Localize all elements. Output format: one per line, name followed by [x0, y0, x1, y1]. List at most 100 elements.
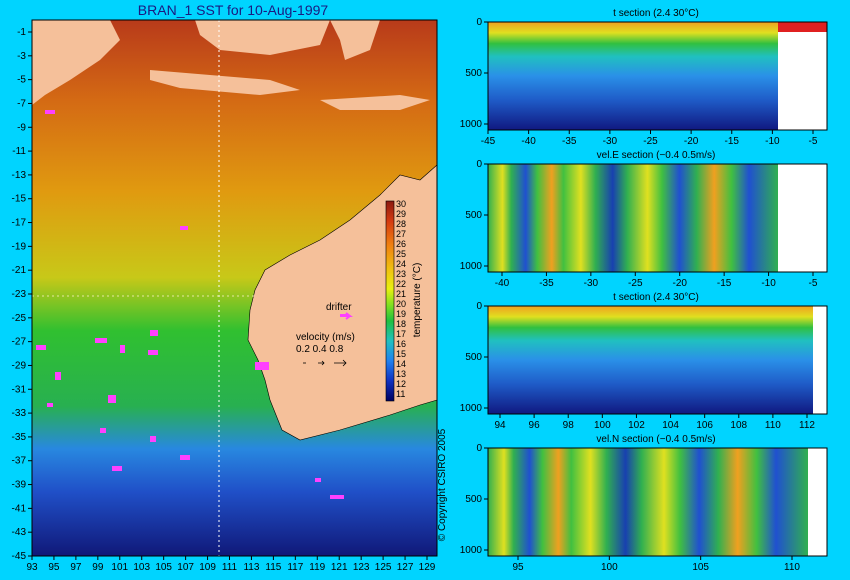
panel3-x-tick-label: 110 [765, 420, 781, 431]
colorbar-tick-label: 30 [396, 199, 406, 209]
panel3-x-tick-label: 100 [594, 420, 611, 431]
colorbar-tick-label: 18 [396, 319, 406, 329]
map-x-tick-label: 107 [177, 562, 194, 573]
colorbar-tick-label: 23 [396, 269, 406, 279]
map-y-tick-label: -15 [12, 194, 27, 205]
colorbar-tick-label: 14 [396, 359, 406, 369]
map-y-tick-label: -45 [12, 551, 27, 562]
colorbar-tick-label: 25 [396, 249, 406, 259]
panel4-x-tick-label: 100 [601, 562, 618, 573]
map-y-tick-label: -5 [17, 75, 26, 86]
colorbar-tick-label: 20 [396, 299, 406, 309]
panel1-x-tick-label: -30 [603, 136, 618, 147]
panel2-x-tick-label: -10 [761, 278, 776, 289]
panel3-x-tick-label: 112 [799, 420, 815, 431]
map-y-tick-label: -21 [12, 265, 27, 276]
colorbar-tick-label: 19 [396, 309, 406, 319]
colorbar-tick-label: 12 [396, 379, 406, 389]
panel2-x-ticks: -40 -35 -30 -25 -20 -15 -10 -5 [495, 272, 818, 289]
panel-vel-e-section: vel.E section (−0.4 0.5m/s) -40 -35 -30 -25… [460, 150, 828, 289]
panel1-x-tick-label: -25 [643, 136, 658, 147]
map-y-tick-label: -7 [17, 98, 26, 109]
panel3-x-ticks: 94 96 98 100 102 104 106 108 110 112 [494, 414, 815, 431]
panel2-x-tick-label: -5 [809, 278, 818, 289]
panel1-title: t section (2.4 30°C) [613, 8, 699, 19]
panel-t-section-lat: t section (2.4 30°C) -45 -40 -35 -30 -25 -20-… [460, 8, 828, 147]
panel4-x-tick-label: 105 [692, 562, 709, 573]
panel3-y-ticks: 0 500 1000 [460, 301, 488, 414]
panel3-y-tick-label: 500 [465, 352, 482, 363]
panel4-x-tick-label: 95 [512, 562, 524, 573]
panel2-x-tick-label: -35 [539, 278, 554, 289]
map-y-tick-label: -39 [12, 480, 27, 491]
panel1-x-tick-label: -5 [809, 136, 818, 147]
colorbar-tick-label: 13 [396, 369, 406, 379]
drifter-legend-arrow [340, 312, 353, 320]
land-borneo [195, 20, 330, 55]
panel3-x-tick-label: 108 [730, 420, 747, 431]
panel1-y-tick-label: 0 [476, 17, 482, 28]
panel2-x-tick-label: -25 [628, 278, 643, 289]
panel2-y-tick-label: 0 [476, 159, 482, 170]
sst-map-y-ticks: -1 -3 -5 -7 -9 -11 -13 -15 -17 -19 -21 -23 -25 -27 -29… [12, 27, 32, 562]
map-x-tick-label: 129 [419, 562, 436, 573]
panel2-x-tick-label: -30 [584, 278, 599, 289]
map-y-tick-label: -27 [12, 337, 27, 348]
map-y-tick-label: -17 [12, 218, 27, 229]
colorbar [385, 200, 395, 402]
map-y-tick-label: -11 [12, 146, 26, 157]
map-x-tick-label: 101 [111, 562, 128, 573]
velocity-label: velocity (m/s) [296, 332, 355, 343]
panel1-x-tick-label: -45 [481, 136, 496, 147]
map-x-tick-label: 103 [133, 562, 150, 573]
map-x-tick-label: 105 [155, 562, 172, 573]
panel3-y-tick-label: 1000 [460, 403, 483, 414]
sst-map: 93 95 97 99 101 103 105 107 109 111 113 115 117 119 12… [12, 2, 448, 573]
map-x-tick-label: 95 [48, 562, 60, 573]
map-x-tick-label: 113 [243, 562, 259, 573]
panel2-x-tick-label: -15 [717, 278, 732, 289]
colorbar-tick-label: 24 [396, 259, 406, 269]
map-y-tick-label: -13 [12, 170, 27, 181]
velocity-scale: 0.2 0.4 0.8 [296, 344, 344, 355]
map-y-tick-label: -29 [12, 360, 27, 371]
colorbar-tick-label: 11 [396, 389, 405, 399]
panel2-x-tick-label: -40 [495, 278, 510, 289]
colorbar-tick-label: 17 [396, 329, 406, 339]
map-x-tick-label: 109 [199, 562, 216, 573]
drifters [36, 110, 348, 499]
map-x-tick-label: 123 [353, 562, 370, 573]
panel1-y-tick-label: 1000 [460, 119, 483, 130]
land-java [150, 70, 300, 95]
map-x-tick-label: 115 [265, 562, 281, 573]
panel2-y-tick-label: 500 [465, 210, 482, 221]
panel4-y-tick-label: 500 [465, 494, 482, 505]
map-y-tick-label: -33 [12, 408, 27, 419]
map-y-tick-label: -9 [17, 122, 26, 133]
drifter-label: drifter [326, 302, 352, 313]
colorbar-tick-label: 21 [396, 289, 406, 299]
map-y-tick-label: -41 [12, 503, 27, 514]
colorbar-tick-label: 16 [396, 339, 406, 349]
sst-map-x-ticks: 93 95 97 99 101 103 105 107 109 111 113 115 117 119 12… [26, 556, 436, 573]
panel3-x-tick-label: 102 [628, 420, 645, 431]
colorbar-tick-label: 22 [396, 279, 406, 289]
panel1-x-tick-label: -20 [684, 136, 699, 147]
map-y-tick-label: -37 [12, 456, 27, 467]
velocity-arrows [303, 359, 347, 367]
panel3-x-tick-label: 106 [696, 420, 713, 431]
map-x-tick-label: 117 [287, 562, 303, 573]
panel2-y-tick-label: 1000 [460, 261, 483, 272]
panel-t-section-lon: t section (2.4 30°C) 94 96 98 100 102 104 106 1… [460, 292, 828, 431]
map-y-tick-label: -1 [17, 27, 26, 38]
map-x-tick-label: 99 [92, 562, 104, 573]
colorbar-tick-label: 27 [396, 229, 406, 239]
colorbar-tick-label: 26 [396, 239, 406, 249]
panel3-y-tick-label: 0 [476, 301, 482, 312]
panel2-title: vel.E section (−0.4 0.5m/s) [597, 150, 716, 161]
map-y-tick-label: -35 [12, 432, 27, 443]
panel1-x-tick-label: -40 [521, 136, 536, 147]
colorbar-tick-label: 28 [396, 219, 406, 229]
panel1-y-ticks: 0 500 1000 [460, 17, 488, 130]
